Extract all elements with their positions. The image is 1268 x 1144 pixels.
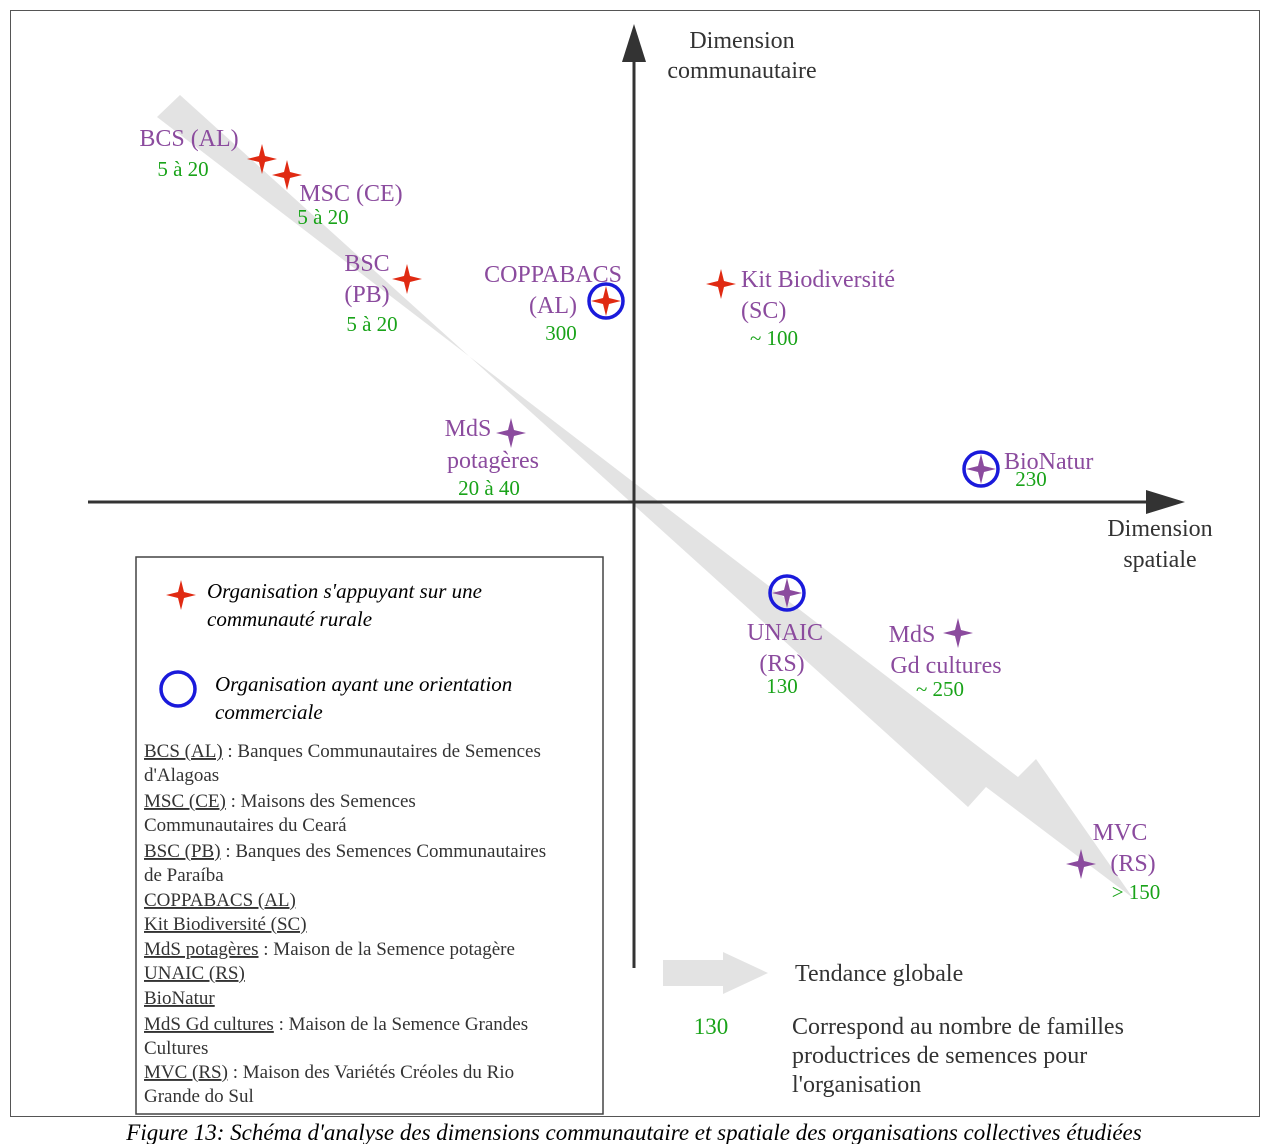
- x-axis-title-line1: Dimension: [1107, 516, 1212, 542]
- node-msc: MSC (CE) 5 à 20: [272, 160, 403, 229]
- node-mds-potageres-label: MdS: [445, 416, 492, 442]
- key-count-line2: productrices de semences pour: [792, 1043, 1087, 1069]
- key-trend-label: Tendance globale: [795, 961, 963, 987]
- glossary-mds-gd-cultures: MdS Gd cultures : Maison de la Semence G…: [144, 1014, 528, 1035]
- glossary-mvc: MVC (RS) : Maison des Variétés Créoles d…: [144, 1062, 514, 1083]
- node-mds-potageres-count: 20 à 40: [458, 476, 520, 500]
- y-axis-title-line1: Dimension: [689, 28, 794, 54]
- glossary-msc-2: Communautaires du Ceará: [144, 815, 347, 836]
- trend-arrow: [157, 95, 1133, 898]
- x-axis-title-line2: spatiale: [1123, 547, 1196, 573]
- glossary-msc: MSC (CE) : Maisons des Semences: [144, 791, 416, 812]
- legend-commercial-line1: Organisation ayant une orientation: [215, 672, 512, 696]
- glossary-bcs-2: d'Alagoas: [144, 765, 219, 786]
- node-bsc-count: 5 à 20: [346, 312, 397, 336]
- key-trend: Tendance globale: [663, 952, 963, 994]
- node-mds-gd-cultures: MdS Gd cultures ~ 250: [889, 618, 1002, 701]
- rural-star-icon: [392, 264, 422, 294]
- glossary-coppabacs: COPPABACS (AL): [144, 890, 296, 911]
- node-bionatur: BioNatur 230: [962, 449, 1093, 491]
- node-msc-count: 5 à 20: [297, 205, 348, 229]
- node-bcs-count: 5 à 20: [157, 157, 208, 181]
- glossary-mvc-2: Grande do Sul: [144, 1086, 254, 1107]
- star-icon: [966, 454, 996, 484]
- node-kit-label: Kit Biodiversité: [741, 267, 895, 293]
- node-coppabacs-label-2: (AL): [529, 293, 577, 319]
- node-mds-gd-count: ~ 250: [916, 677, 964, 701]
- node-kit-label-2: (SC): [741, 298, 786, 324]
- legend-commercial-line2: commerciale: [215, 700, 323, 724]
- figure-frame: [10, 10, 1260, 1117]
- key-count-line3: l'organisation: [792, 1072, 921, 1098]
- key-count-line1: Correspond au nombre de familles: [792, 1014, 1124, 1040]
- node-unaic-label-2: (RS): [759, 651, 804, 677]
- node-coppabacs-count: 300: [545, 321, 577, 345]
- node-mvc-label: MVC: [1093, 820, 1148, 846]
- rural-star-icon: [591, 286, 621, 316]
- glossary-unaic: UNAIC (RS): [144, 963, 245, 984]
- star-icon: [496, 418, 526, 448]
- node-mds-gd-label-2: Gd cultures: [890, 653, 1001, 679]
- node-unaic-label: UNAIC: [747, 620, 823, 646]
- glossary-bcs: BCS (AL) : Banques Communautaires de Sem…: [144, 741, 541, 762]
- node-mvc-label-2: (RS): [1110, 851, 1155, 877]
- node-bsc-label: BSC: [344, 251, 389, 277]
- node-mds-gd-label: MdS: [889, 622, 936, 648]
- legend-rural-line2: communauté rurale: [207, 607, 372, 631]
- node-bcs: BCS (AL) 5 à 20: [139, 126, 277, 181]
- commercial-ring-icon: [962, 450, 1000, 488]
- trend-arrow-icon: [663, 952, 768, 994]
- glossary-kit: Kit Biodiversité (SC): [144, 914, 307, 935]
- node-bsc-label-2: (PB): [344, 282, 389, 308]
- node-coppabacs-label: COPPABACS: [484, 262, 622, 288]
- glossary-mds-gd-cultures-2: Cultures: [144, 1038, 208, 1059]
- node-coppabacs: COPPABACS (AL) 300: [484, 262, 625, 345]
- node-mds-potageres: MdS potagères 20 à 40: [445, 416, 539, 500]
- x-axis: [88, 490, 1185, 514]
- key-count: 130 Correspond au nombre de familles pro…: [694, 1014, 1124, 1098]
- node-bionatur-label: BioNatur: [1004, 449, 1093, 475]
- node-kit-count: ~ 100: [750, 326, 798, 350]
- key-count-example: 130: [694, 1014, 729, 1039]
- node-kit: Kit Biodiversité (SC) ~ 100: [706, 267, 895, 350]
- star-icon: [943, 618, 973, 648]
- node-bionatur-count: 230: [1015, 467, 1047, 491]
- node-bcs-label: BCS (AL): [139, 126, 238, 152]
- node-unaic: UNAIC (RS) 130: [747, 574, 823, 698]
- legend-box: Organisation s'appuyant sur une communau…: [135, 556, 604, 1115]
- node-mvc: MVC (RS) > 150: [1066, 820, 1160, 904]
- glossary-bionatur: BioNatur: [144, 988, 215, 1009]
- node-mvc-count: > 150: [1112, 880, 1161, 904]
- glossary-mds-potageres: MdS potagères : Maison de la Semence pot…: [144, 939, 515, 960]
- y-axis: [622, 24, 646, 968]
- y-axis-title-line2: communautaire: [667, 58, 816, 84]
- node-mds-potageres-label-2: potagères: [447, 448, 539, 474]
- node-msc-label: MSC (CE): [299, 181, 402, 207]
- glossary-bsc: BSC (PB) : Banques des Semences Communau…: [144, 841, 546, 862]
- commercial-ring-icon: [587, 282, 625, 320]
- rural-star-icon: [706, 269, 736, 299]
- figure-caption: Figure 13: Schéma d'analyse des dimensio…: [125, 1120, 1141, 1144]
- commercial-ring-icon: [768, 574, 806, 612]
- glossary-bsc-2: de Paraíba: [144, 865, 224, 886]
- legend-rural-line1: Organisation s'appuyant sur une: [207, 579, 482, 603]
- node-bsc: BSC (PB) 5 à 20: [344, 251, 422, 336]
- node-unaic-count: 130: [766, 674, 798, 698]
- legend-commercial-ring-icon: [159, 670, 197, 708]
